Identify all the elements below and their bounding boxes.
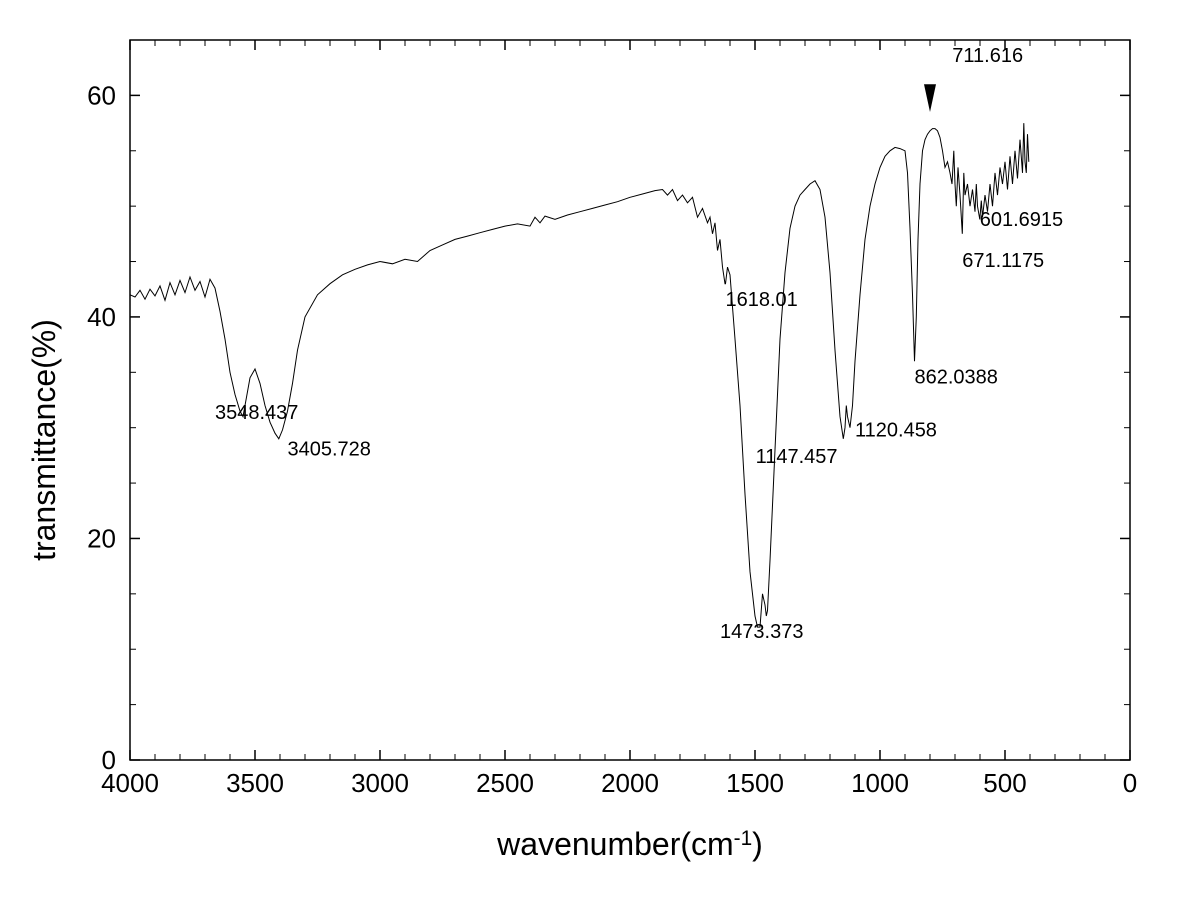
spectrum-line xyxy=(130,123,1029,627)
x-tick-label: 1000 xyxy=(851,768,909,798)
peak-label: 711.616 xyxy=(952,45,1023,67)
peak-label: 1120.458 xyxy=(855,420,937,442)
peak-label: 3548.437 xyxy=(215,402,298,424)
y-tick-label: 20 xyxy=(87,523,116,553)
x-tick-label: 3500 xyxy=(226,768,284,798)
peak-label: 1147.457 xyxy=(756,446,838,468)
peak-label: 671.1175 xyxy=(962,250,1044,272)
peak-label: 1618.01 xyxy=(726,289,798,311)
x-tick-label: 1500 xyxy=(726,768,784,798)
y-tick-label: 0 xyxy=(102,745,116,775)
peak-label: 3405.728 xyxy=(288,438,371,460)
peak-label: 862.0388 xyxy=(915,366,998,388)
y-axis-title: transmittance(%) xyxy=(26,319,62,561)
x-tick-label: 3000 xyxy=(351,768,409,798)
x-tick-label: 0 xyxy=(1123,768,1137,798)
peak-label: 1473.373 xyxy=(720,621,803,643)
plot-frame xyxy=(130,40,1130,760)
y-tick-label: 60 xyxy=(87,80,116,110)
x-tick-label: 2500 xyxy=(476,768,534,798)
y-tick-label: 40 xyxy=(87,302,116,332)
ir-spectrum-chart: 050010001500200025003000350040000204060w… xyxy=(0,0,1187,904)
chart-svg: 050010001500200025003000350040000204060w… xyxy=(0,0,1187,904)
x-tick-label: 2000 xyxy=(601,768,659,798)
x-axis-title: wavenumber(cm-1) xyxy=(496,826,763,862)
x-tick-label: 500 xyxy=(983,768,1026,798)
peak-label: 601.6915 xyxy=(980,209,1063,231)
peak-arrow-icon xyxy=(924,84,936,112)
